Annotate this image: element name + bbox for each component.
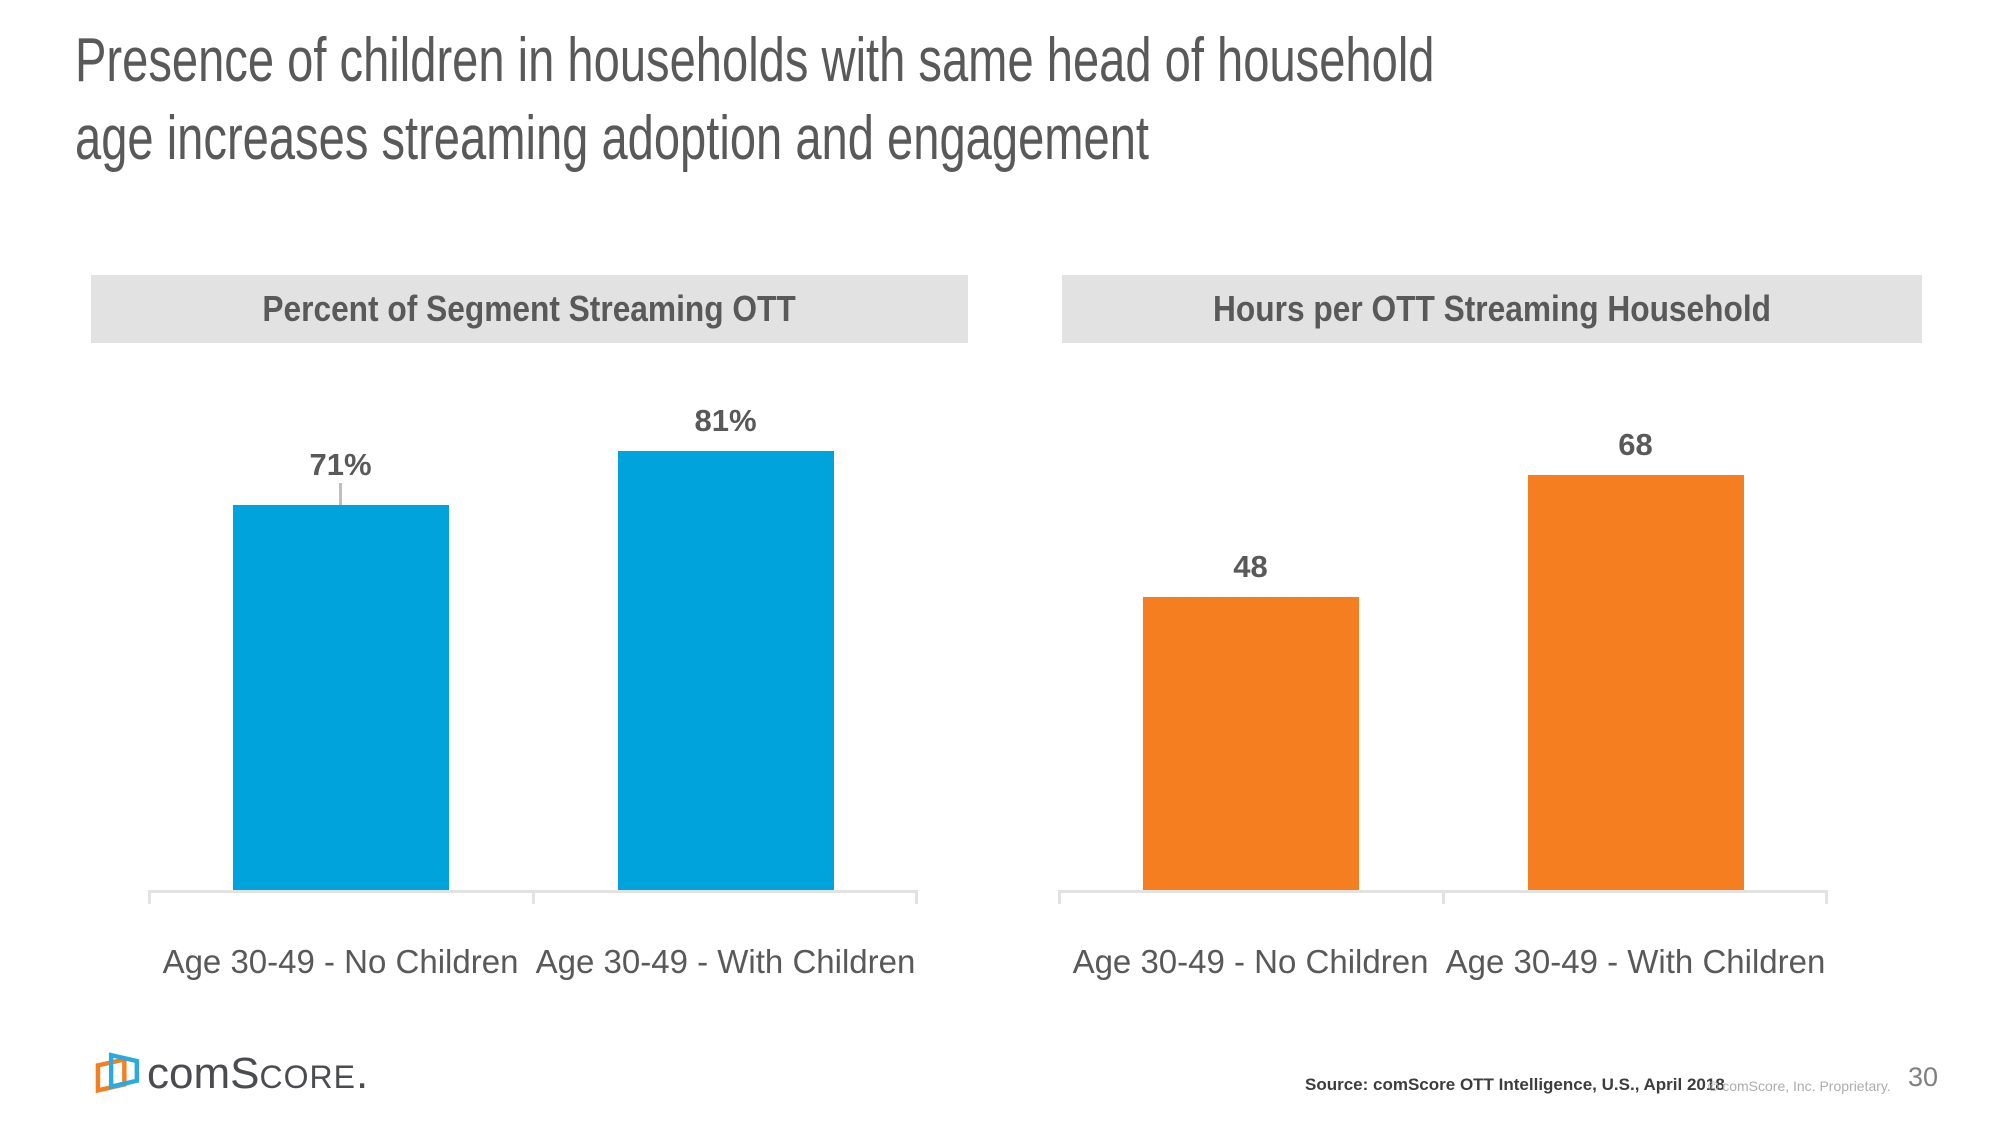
hours-chart-plot-area: 48 68 [1058,402,1828,890]
percent-streaming-chart: 71% 81% Age 30-49 - No Children Age 30-4… [148,348,918,981]
bar-no-children-hours [1142,597,1359,890]
wordmark-core: CORE [259,1059,356,1095]
bar-with-children-percent [617,451,834,890]
bar-group-no-children: 48 [1058,402,1443,890]
slide-title: Presence of children in households with … [75,22,1435,178]
bar-group-with-children: 68 [1443,402,1828,890]
data-label: 71% [309,447,372,482]
category-labels: Age 30-49 - No Children Age 30-49 - With… [148,943,918,981]
axis-tick [1058,890,1061,904]
slide-title-line-1: Presence of children in households with … [75,26,1435,95]
category-label: Age 30-49 - With Children [1445,943,1826,980]
slide-title-line-2: age increases streaming adoption and eng… [75,104,1150,173]
left-chart-title: Percent of Segment Streaming OTT [262,288,797,329]
percent-chart-plot-area: 71% 81% [148,348,918,890]
bar-group-with-children: 81% [533,348,918,890]
bar-group-no-children: 71% [148,348,533,890]
source-note: Source: comScore OTT Intelligence, U.S.,… [1305,1075,1725,1094]
category-label: Age 30-49 - With Children [535,943,916,980]
axis-tick [148,890,151,904]
wordmark-com: com [147,1049,231,1098]
comscore-wordmark: com S CORE. [147,1052,368,1096]
category-axis-line [1058,890,1828,904]
category-labels: Age 30-49 - No Children Age 30-49 - With… [1058,943,1828,981]
category-label: Age 30-49 - No Children [1072,943,1429,980]
right-chart-header: Hours per OTT Streaming Household [1062,275,1922,343]
axis-tick [915,890,918,904]
data-label: 68 [1618,427,1653,462]
category-label: Age 30-49 - No Children [162,943,519,980]
axis-tick [1825,890,1828,904]
bar-no-children-percent [232,505,449,890]
left-chart-header: Percent of Segment Streaming OTT [91,275,968,343]
bar-with-children-hours [1527,475,1744,890]
hours-streaming-chart: 48 68 Age 30-49 - No Children Age 30-49 … [1058,402,1828,981]
axis-tick [1442,890,1445,904]
right-chart-title: Hours per OTT Streaming Household [1213,288,1771,329]
wordmark-period: . [355,1049,369,1098]
axis-tick [532,890,535,904]
category-axis-line [148,890,918,904]
copyright-note: © comScore, Inc. Proprietary. [1708,1078,1891,1094]
label-leader-line [339,483,342,505]
comscore-logo: com S CORE. [95,1048,368,1096]
wordmark-s: S [230,1049,260,1098]
page-number: 30 [1908,1062,1939,1092]
data-label: 48 [1233,549,1268,584]
comscore-logo-icon [95,1052,139,1094]
data-label: 81% [694,403,757,438]
